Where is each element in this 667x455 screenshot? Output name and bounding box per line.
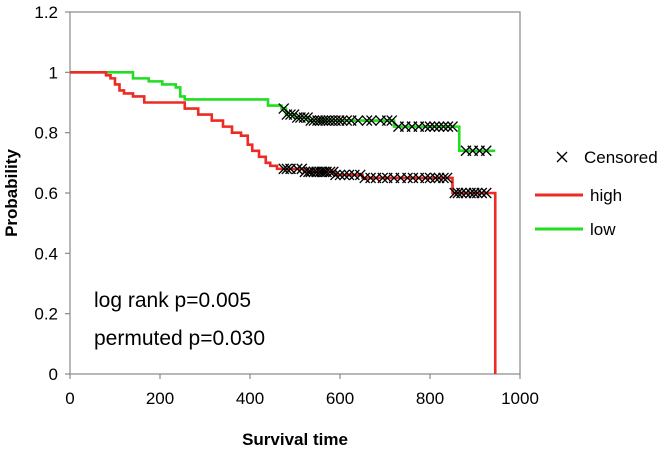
legend-item-low: low <box>535 220 616 239</box>
censor-mark-high <box>324 166 336 178</box>
x-axis-ticks: 0 200 400 600 800 1000 <box>65 374 539 408</box>
censor-mark-low <box>333 115 345 127</box>
censor-mark-high <box>316 166 328 178</box>
censored-marker-icon <box>556 151 568 163</box>
x-tick-label: 1000 <box>501 389 539 408</box>
legend-item-high: high <box>535 186 622 205</box>
y-tick-label: 0.6 <box>34 184 58 203</box>
censor-mark-low <box>352 115 364 127</box>
x-tick-label: 800 <box>416 389 444 408</box>
censored-x <box>556 151 568 163</box>
plot-area <box>69 11 521 375</box>
y-tick-label: 0 <box>49 365 58 384</box>
censor-mark-low <box>298 112 310 124</box>
censor-mark-high <box>311 166 323 178</box>
censor-mark-high <box>429 172 441 184</box>
censor-mark-low <box>312 115 323 127</box>
censor-mark-low <box>429 121 440 133</box>
censor-mark-low <box>336 115 348 127</box>
censor-mark-low <box>433 121 445 133</box>
km-curve-low <box>70 71 496 153</box>
censor-mark-high <box>330 169 341 181</box>
censor-mark-high <box>424 172 436 184</box>
censor-mark-low <box>381 115 393 127</box>
censor-mark-high <box>365 172 377 184</box>
censor-mark-high <box>471 187 483 199</box>
censor-mark-low <box>442 121 454 133</box>
x-tick-label: 200 <box>146 389 174 408</box>
censor-mark-high <box>343 169 355 181</box>
censor-marks <box>278 103 492 199</box>
censor-mark-high <box>303 166 314 178</box>
censor-mark-low <box>438 121 449 133</box>
censor-mark-high <box>420 172 431 184</box>
censor-mark-low <box>285 109 296 121</box>
censor-mark-high <box>452 187 464 199</box>
censor-mark-high <box>480 187 492 199</box>
legend-label-censored: Censored <box>584 148 658 167</box>
y-axis-ticks: 0 0.2 0.4 0.6 0.8 1 1.2 <box>34 3 70 384</box>
censor-mark-high <box>377 172 389 184</box>
y-axis-title: Probability <box>2 149 21 237</box>
censor-mark-high <box>460 187 472 199</box>
legend: Censored high low <box>535 148 658 239</box>
censor-mark-high <box>456 187 467 199</box>
censor-mark-high <box>433 172 445 184</box>
censor-mark-high <box>281 163 293 175</box>
censor-mark-low <box>447 121 458 133</box>
censor-mark-low <box>361 115 373 127</box>
censor-mark-low <box>314 115 326 127</box>
legend-item-censored: Censored <box>556 148 658 167</box>
censor-mark-high <box>402 172 413 184</box>
y-tick-label: 1.2 <box>34 3 58 22</box>
censor-mark-low <box>424 121 436 133</box>
censor-mark-low <box>366 115 377 127</box>
censor-mark-low <box>420 121 431 133</box>
censor-mark-high <box>476 187 488 199</box>
censor-mark-low <box>341 115 353 127</box>
censor-mark-high <box>441 172 453 184</box>
y-tick-label: 1 <box>49 63 58 82</box>
plot-frame <box>69 11 521 375</box>
censor-mark-high <box>339 169 350 181</box>
censor-mark-low <box>480 145 492 157</box>
censor-mark-high <box>438 172 449 184</box>
legend-label-high: high <box>590 186 622 205</box>
y-tick-label: 0.2 <box>34 305 58 324</box>
censor-mark-high <box>291 163 303 175</box>
y-tick-label: 0.8 <box>34 124 58 143</box>
x-axis-title: Survival time <box>242 430 348 449</box>
annotation-log-rank: log rank p=0.005 <box>94 289 251 312</box>
censor-mark-high <box>334 169 346 181</box>
annotation-permuted: permuted p=0.030 <box>94 327 265 350</box>
x-tick-label: 400 <box>236 389 264 408</box>
x-tick-label: 600 <box>326 389 354 408</box>
censor-mark-high <box>468 187 480 199</box>
y-tick-label: 0.4 <box>34 244 58 263</box>
legend-label-low: low <box>590 220 616 239</box>
x-tick-label: 0 <box>65 389 74 408</box>
